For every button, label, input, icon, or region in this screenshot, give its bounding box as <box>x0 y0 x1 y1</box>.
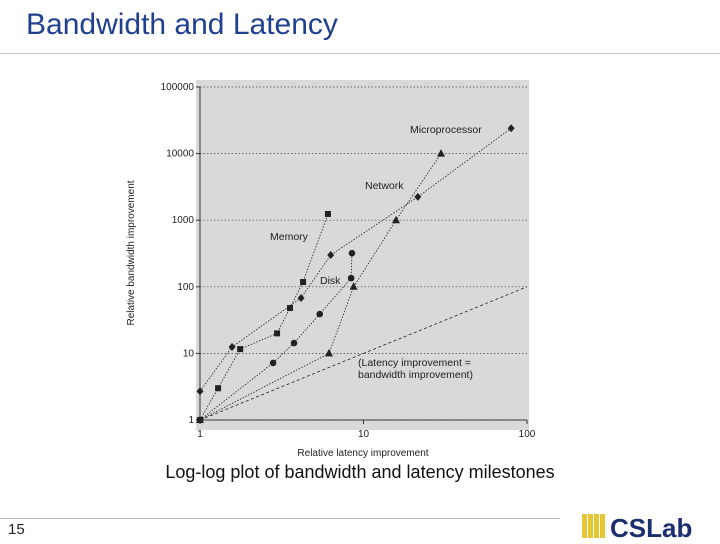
series-line <box>199 286 528 421</box>
footer-rule <box>0 518 560 519</box>
point <box>324 348 333 357</box>
page-number: 15 <box>8 521 25 538</box>
point <box>286 305 293 312</box>
x-tick-label: 1 <box>197 429 203 440</box>
point <box>228 342 236 351</box>
x-axis-label: Relative latency improvement <box>297 448 428 459</box>
y-tick-label: 10 <box>183 348 195 359</box>
series-label: Network <box>365 180 404 192</box>
point <box>300 279 307 286</box>
point <box>316 310 324 318</box>
point <box>391 215 400 224</box>
series-label: Microprocessor <box>410 124 482 136</box>
point <box>274 330 281 337</box>
point <box>215 385 222 392</box>
y-axis-label: Relative bandwidth improvement <box>126 180 137 325</box>
point <box>349 282 358 290</box>
point <box>414 192 422 201</box>
point <box>269 359 277 367</box>
y-tick-label: 10000 <box>166 149 194 160</box>
y-tick-label: 1000 <box>172 215 195 226</box>
y-tick-label: 100000 <box>161 82 195 93</box>
point <box>237 346 244 353</box>
y-tick-label: 100 <box>177 282 194 293</box>
series-label: Memory <box>270 231 308 243</box>
point <box>324 210 331 217</box>
caption: Log-log plot of bandwidth and latency mi… <box>165 462 555 482</box>
point <box>437 149 446 157</box>
point <box>507 124 515 133</box>
point <box>347 274 355 282</box>
y-tick-label: 1 <box>188 415 194 426</box>
series-line <box>199 127 512 392</box>
slide-title: Bandwidth and Latency <box>26 8 338 41</box>
plot-background <box>196 80 529 430</box>
x-tick-label: 100 <box>519 429 536 440</box>
x-tick-label: 10 <box>358 429 370 440</box>
point <box>348 249 356 257</box>
title-rule <box>0 53 720 54</box>
logo-icon <box>582 514 606 538</box>
logo: CSLab <box>580 508 718 543</box>
point <box>327 251 335 260</box>
point <box>297 293 305 302</box>
point <box>196 387 204 396</box>
series-label: Disk <box>320 275 341 287</box>
point <box>290 339 298 347</box>
logo-text: CSLab <box>610 513 693 543</box>
series-label: (Latency improvement = bandwidth improve… <box>358 357 473 381</box>
